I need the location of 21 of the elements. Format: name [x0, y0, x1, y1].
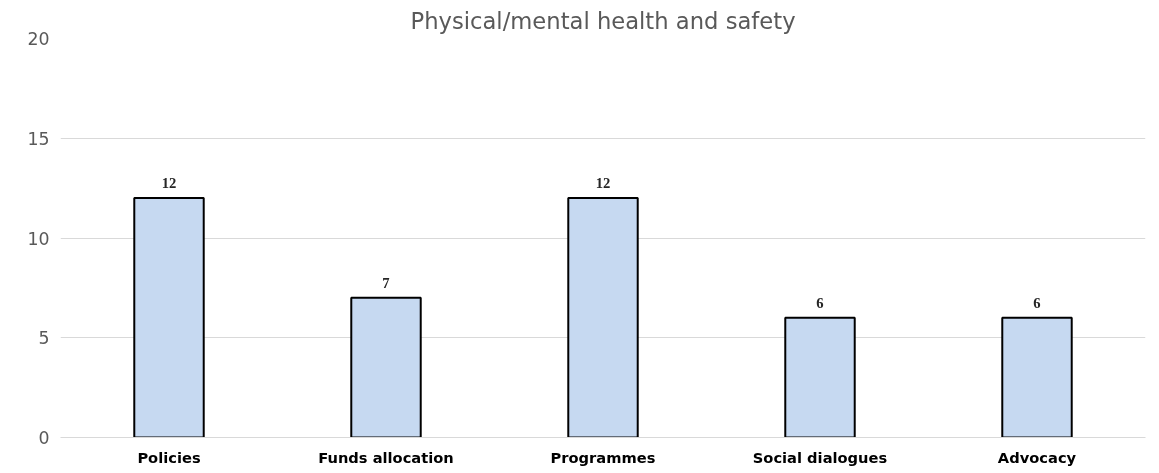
data-label: 12 — [161, 175, 177, 192]
y-tick-label: 10 — [27, 228, 50, 249]
bar — [133, 197, 205, 438]
data-label: 6 — [816, 294, 824, 311]
data-label: 12 — [595, 175, 611, 192]
y-tick-label: 0 — [38, 428, 50, 448]
bar — [567, 197, 639, 438]
chart-title: Physical/mental health and safety — [410, 7, 796, 34]
bar — [1001, 316, 1073, 438]
x-tick-label: Social dialogues — [752, 448, 888, 466]
data-label: 7 — [382, 274, 390, 291]
y-tick-label: 15 — [27, 128, 50, 149]
data-label: 6 — [1033, 294, 1041, 311]
y-tick-label: 20 — [27, 29, 50, 49]
x-tick-label: Funds allocation — [318, 448, 454, 466]
x-tick-label: Advocacy — [997, 448, 1077, 466]
x-tick-label: Programmes — [550, 448, 656, 466]
y-tick-label: 5 — [38, 328, 50, 349]
bar — [350, 296, 422, 438]
x-tick-label: Policies — [137, 448, 201, 466]
bar — [784, 316, 856, 438]
